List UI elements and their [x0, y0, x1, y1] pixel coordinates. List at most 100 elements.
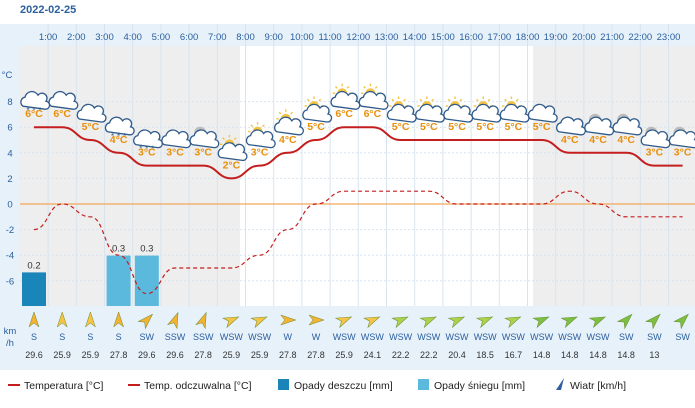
wind-speed-label: 25.9	[82, 350, 100, 360]
wind-direction-label: SW	[675, 332, 690, 342]
temperature-label: 3°C	[138, 147, 156, 159]
wind-arrow-shape	[56, 311, 68, 328]
snowflake: *	[139, 145, 142, 154]
wind-speed-label: 13	[649, 350, 659, 360]
cloud-shape	[358, 91, 389, 110]
wind-speed-label: 22.2	[420, 350, 438, 360]
cloud-shape	[217, 142, 248, 162]
wind-arrow-icon	[113, 311, 125, 328]
hour-label: 7:00	[208, 32, 227, 43]
cloud-moon-icon	[612, 113, 643, 136]
cloud-shape	[302, 103, 333, 123]
wind-arrow-shape	[250, 316, 268, 329]
hour-label: 1:00	[39, 32, 58, 43]
wind-unit-label: /h	[6, 338, 14, 349]
wind-arrow-shape	[391, 316, 409, 329]
wind-arrow-icon	[475, 316, 494, 329]
temperature-label: 3°C	[194, 147, 212, 159]
wind-direction-label: WSW	[361, 332, 384, 342]
cloud-shape	[612, 116, 643, 136]
wind-arrow-icon	[280, 314, 297, 326]
cloud-snow-icon: * * *	[104, 116, 135, 141]
wind-speed-label: 14.8	[533, 350, 551, 360]
snowflake: *	[123, 132, 126, 141]
legend-label: Opady deszczu [mm]	[294, 380, 393, 392]
cloud-shape	[274, 116, 304, 136]
cloud-sun-icon	[471, 96, 502, 123]
hour-label: 20:00	[572, 32, 596, 43]
wind-arrow-shape	[560, 316, 578, 329]
hour-label: 5:00	[152, 32, 171, 43]
wind-arrow-icon	[334, 316, 353, 329]
wind-arrow-icon	[645, 313, 661, 330]
cloud-sun-icon	[386, 96, 417, 123]
wind-arrow-shape	[588, 316, 607, 329]
hour-label: 15:00	[431, 32, 455, 43]
wind-arrow-icon	[195, 311, 207, 330]
cloud-sun-icon	[330, 83, 361, 110]
sun-ray	[306, 98, 310, 102]
temperature-label: 5°C	[420, 121, 438, 133]
wind-arrow-shape	[222, 316, 240, 329]
wind-speed-label: 14.8	[589, 350, 607, 360]
wind-arrow-icon	[56, 311, 68, 328]
cloud-shape	[499, 103, 530, 123]
hour-label: 22:00	[628, 32, 652, 43]
cloud-sun-icon	[415, 96, 445, 123]
wind-speed-label: 29.6	[166, 350, 184, 360]
temperature-label: 3°C	[646, 147, 664, 159]
sun-ray	[262, 124, 265, 128]
hour-label: 17:00	[487, 32, 511, 43]
wind-arrow-icon	[419, 316, 437, 329]
wind-arrow-icon	[391, 316, 409, 329]
wind-direction-label: WSW	[248, 332, 271, 342]
sun-ray	[278, 111, 282, 115]
hour-label: 9:00	[264, 32, 283, 43]
wind-speed-label: 20.4	[448, 350, 466, 360]
hour-label: 2:00	[67, 32, 86, 43]
cloud-sun-icon	[499, 96, 530, 123]
legend-item: Opady śniegu [mm]	[418, 379, 525, 392]
wind-direction-label: WSW	[446, 332, 469, 342]
sun-ray	[487, 98, 491, 102]
temperature-label: 4°C	[561, 134, 579, 146]
cloud-shape	[104, 116, 135, 136]
wind-direction-label: S	[59, 332, 65, 342]
legend-swatch-box	[278, 379, 289, 390]
sun-ray	[222, 137, 225, 140]
wind-arrow-icon	[673, 313, 689, 330]
wind-arrow-shape	[419, 316, 437, 329]
cloud-moon-icon	[668, 126, 695, 149]
wind-arrow-shape	[137, 313, 154, 330]
hour-label: 21:00	[600, 32, 624, 43]
y-tick-label: 0	[7, 200, 12, 211]
feels-like-line	[33, 190, 683, 295]
wind-direction-label: S	[31, 332, 37, 342]
sun-ray	[391, 98, 395, 102]
wind-speed-label: 18.5	[476, 350, 494, 360]
sun-ray	[419, 98, 423, 102]
temp-unit-label: °C	[2, 70, 13, 81]
legend-item: Wiatr [km/h]	[556, 378, 626, 392]
snowflake: *	[32, 106, 35, 115]
temperature-label: 6°C	[53, 108, 71, 120]
rain-bar	[22, 272, 46, 306]
cloud-shape	[386, 103, 417, 123]
wind-direction-label: SW	[619, 332, 634, 342]
cloud-icon	[48, 91, 79, 110]
wind-speed-label: 29.6	[138, 350, 156, 360]
snowflake: *	[26, 106, 29, 115]
hour-label: 14:00	[403, 32, 427, 43]
sun-ray	[504, 98, 507, 102]
snow-bar	[106, 255, 131, 306]
wind-band	[20, 306, 695, 370]
wind-arrow-icon	[363, 316, 381, 329]
y-tick-label: -4	[6, 251, 14, 262]
wind-arrow-shape	[645, 313, 661, 330]
sun-ray	[459, 98, 463, 102]
y-tick-label: 2	[7, 174, 12, 185]
temperature-label: 5°C	[505, 121, 523, 133]
cloud-shape	[330, 91, 361, 110]
wind-speed-label: 14.8	[561, 350, 579, 360]
temperature-label: 4°C	[110, 134, 128, 146]
